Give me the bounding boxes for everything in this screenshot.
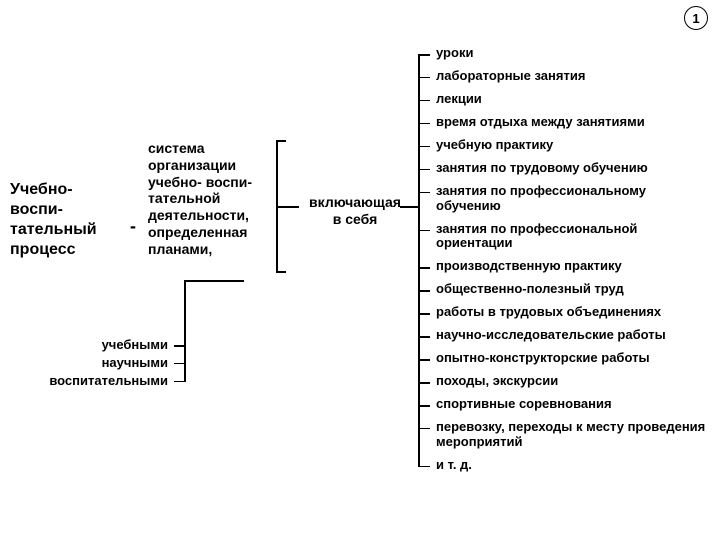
right-tree-item: спортивные соревнования	[418, 397, 713, 412]
lower-tree-stem	[184, 280, 186, 382]
lower-tree: учебными научными воспитательными	[34, 338, 184, 392]
right-tree-item: лекции	[418, 92, 713, 107]
page-number-badge: 1	[684, 6, 708, 30]
lower-tree-connector	[184, 280, 244, 282]
include-label: включающаяв себя	[300, 194, 410, 228]
right-tree-item: опытно-конструкторские работы	[418, 351, 713, 366]
mid-label: системаорганизацииучебно- воспи-тательно…	[148, 140, 288, 258]
right-tree-item: общественно-полезный труд	[418, 282, 713, 297]
right-tree-item: производственную практику	[418, 259, 713, 274]
right-tree-item: учебную практику	[418, 138, 713, 153]
include-to-tree-connector	[400, 206, 418, 208]
lower-tree-item: научными	[34, 356, 184, 371]
right-tree-item: и т. д.	[418, 458, 713, 473]
page-number: 1	[692, 11, 699, 26]
right-tree-item: работы в трудовых объединениях	[418, 305, 713, 320]
main-label: Учебно-воспи-тательныйпроцесс	[10, 180, 150, 260]
right-tree-item: перевозку, переходы к месту проведения м…	[418, 420, 713, 450]
mid-bracket-top	[276, 140, 286, 142]
lower-tree-item: воспитательными	[34, 374, 184, 389]
right-tree-item: походы, экскурсии	[418, 374, 713, 389]
right-tree-item: занятия по профессиональному обучению	[418, 184, 713, 214]
dash: -	[130, 216, 136, 237]
mid-bracket-bot	[276, 271, 286, 273]
right-tree-item: занятия по профессиональной ориентации	[418, 222, 713, 252]
right-tree-item: время отдыха между занятиями	[418, 115, 713, 130]
right-tree-item: лабораторные занятия	[418, 69, 713, 84]
mid-to-include-connector	[277, 206, 299, 208]
right-tree-item: научно-исследовательские работы	[418, 328, 713, 343]
right-tree-item: занятия по трудовому обучению	[418, 161, 713, 176]
lower-tree-item: учебными	[34, 338, 184, 353]
right-tree-item: уроки	[418, 46, 713, 61]
right-tree: уроки лабораторные занятия лекции время отд…	[418, 46, 713, 481]
